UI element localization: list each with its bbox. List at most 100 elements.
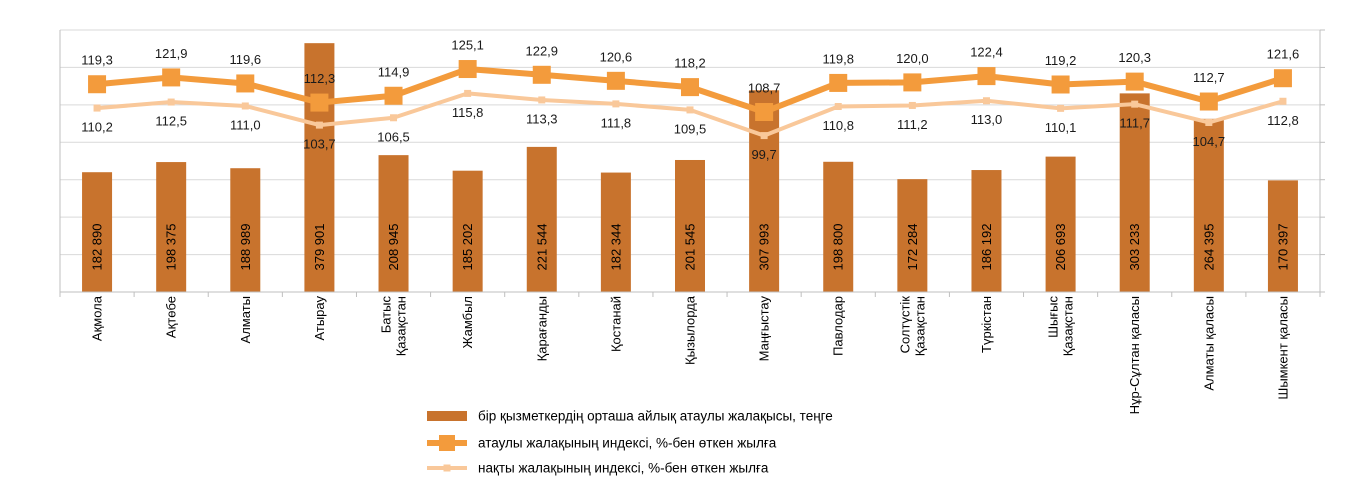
nominal-index-marker: [88, 75, 107, 94]
bar-value-label: 307 993: [757, 224, 772, 271]
bar: [823, 161, 854, 292]
x-tick-label-line: Солтүстік: [897, 296, 912, 354]
x-tick-label: Маңғыстау: [757, 296, 772, 362]
x-tick-label-line: Алматы қаласы: [1201, 296, 1216, 391]
real-index-marker: [167, 98, 175, 106]
legend-marker-nominal: [439, 435, 455, 451]
nominal-index-marker: [384, 86, 403, 105]
nominal-index-marker: [1125, 72, 1144, 91]
nominal-index-label: 120,6: [600, 49, 633, 64]
real-index-marker: [686, 106, 694, 114]
real-index-label: 111,0: [230, 117, 261, 132]
bar-value-label: 206 693: [1053, 224, 1068, 271]
bar-value-label: 208 945: [386, 224, 401, 271]
real-index-marker: [1205, 118, 1213, 126]
real-index-label: 106,5: [377, 129, 410, 144]
real-index-marker: [93, 104, 101, 112]
x-tick-label-line: Қостанай: [608, 296, 623, 352]
x-tick-label: Нұр-Сұлтан қаласы: [1127, 296, 1142, 414]
x-tick-label: Ақмола: [90, 295, 105, 341]
bar: [1193, 118, 1224, 292]
real-index-marker: [538, 96, 546, 104]
x-tick-label: Жамбыл: [460, 296, 475, 349]
bar-value-label: 221 544: [534, 224, 549, 271]
bar-value-label: 201 545: [683, 224, 698, 271]
nominal-index-label: 112,3: [304, 71, 336, 86]
real-index-label: 113,0: [971, 112, 1003, 127]
nominal-index-label: 119,6: [230, 52, 262, 67]
nominal-index-marker: [606, 71, 625, 90]
real-index-marker: [315, 121, 323, 129]
nominal-index-marker: [532, 65, 551, 84]
real-index-marker: [908, 101, 916, 109]
x-tick-label-line: Нұр-Сұлтан қаласы: [1127, 296, 1142, 414]
bar: [452, 170, 483, 292]
x-tick-label-line: Ақмола: [90, 295, 105, 341]
x-tick-label-line: Қазақстан: [1061, 296, 1076, 356]
nominal-index-marker: [1273, 69, 1292, 88]
nominal-index-label: 119,2: [1045, 53, 1077, 68]
nominal-index-label: 112,7: [1193, 70, 1225, 85]
x-tick-label-line: Қарағанды: [534, 296, 549, 361]
bar-value-label: 198 800: [831, 224, 846, 271]
x-tick-labels: Ақмола Ақтөбе Алматы Атырау БатысҚазақстан Жа…: [90, 295, 1291, 414]
bar: [971, 170, 1002, 292]
legend: бір қызметкердің орташа айлық атаулы жал…: [427, 409, 833, 476]
nominal-index-label: 122,4: [970, 45, 1003, 60]
real-index-marker: [834, 103, 842, 111]
x-tick-label-line: Қазақстан: [394, 296, 409, 356]
real-index-label: 111,2: [897, 117, 928, 132]
bar: [600, 172, 631, 292]
nominal-index-marker: [1199, 92, 1218, 111]
x-tick-label-line: Атырау: [312, 296, 327, 341]
real-index-marker: [464, 89, 472, 97]
x-tick-label-line: Жамбыл: [460, 296, 475, 349]
x-tick-label-line: Шымкент қаласы: [1275, 296, 1290, 400]
nominal-index-label: 119,8: [822, 51, 854, 66]
real-index-label: 111,7: [1119, 116, 1150, 131]
bar-value-label: 186 192: [979, 224, 994, 271]
x-tick-label: Шымкент қаласы: [1275, 296, 1290, 400]
bar: [1267, 180, 1298, 292]
nominal-index-marker: [755, 103, 774, 122]
real-index-label: 113,3: [526, 111, 558, 126]
x-tick-label: ШығысҚазақстан: [1046, 296, 1076, 357]
real-index-marker: [982, 97, 990, 105]
nominal-index-label: 125,1: [451, 38, 484, 53]
x-tick-label: Ақтөбе: [164, 296, 179, 338]
x-tick-label-line: Батыс: [379, 296, 394, 334]
nominal-index-marker: [458, 60, 477, 79]
x-tick-label: Павлодар: [831, 296, 846, 356]
nominal-index-marker: [681, 78, 699, 97]
real-index-label: 112,5: [155, 114, 187, 129]
x-tick-label: СолтүстікҚазақстан: [897, 296, 927, 357]
nominal-index-marker: [977, 67, 996, 86]
real-index-marker: [1279, 97, 1287, 105]
nominal-index-marker: [829, 73, 848, 92]
real-index-label: 110,8: [822, 118, 854, 133]
x-tick-label-line: Шығыс: [1046, 296, 1061, 338]
real-index-marker: [1057, 104, 1065, 112]
real-index-label: 99,7: [751, 147, 776, 162]
bar-value-label: 198 375: [164, 224, 179, 271]
legend-label-nominal: атаулы жалақының индексі, %-бен өткен жы…: [478, 436, 777, 451]
bar: [378, 155, 409, 292]
line-series: 119,3 121,9 119,6 112,3 114,9 125,1 122,9 120,6…: [81, 38, 1299, 163]
bar: [1119, 93, 1150, 292]
legend-label-bars: бір қызметкердің орташа айлық атаулы жал…: [478, 409, 833, 424]
x-tick-label: Алматы: [238, 296, 253, 343]
bar-value-label: 303 233: [1127, 224, 1142, 271]
bar: [82, 172, 113, 292]
nominal-index-label: 122,9: [525, 43, 558, 58]
real-index-marker: [390, 114, 398, 122]
x-tick-label: Қостанай: [608, 296, 623, 352]
bar-value-label: 182 344: [608, 224, 623, 271]
bar-value-label: 188 989: [238, 224, 253, 271]
bar: [230, 168, 261, 292]
nominal-index-label: 121,9: [155, 46, 188, 61]
real-index-marker: [760, 132, 768, 140]
x-tick-label-line: Ақтөбе: [164, 296, 179, 338]
x-tick-label: Қызылорда: [683, 295, 698, 365]
bar: [526, 146, 557, 292]
